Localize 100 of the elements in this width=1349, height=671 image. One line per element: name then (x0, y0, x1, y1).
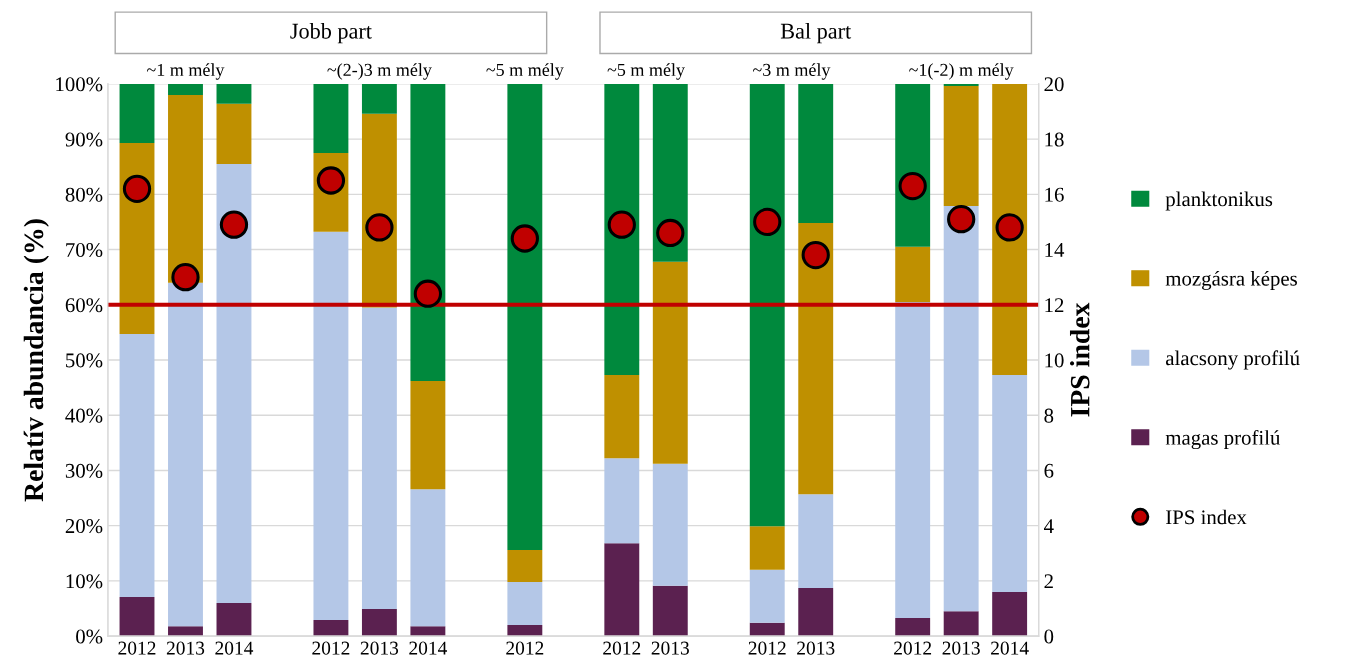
bar (313, 231, 349, 621)
text: ~3 m mély (753, 63, 831, 80)
x-tick-label: 2014 (215, 641, 254, 655)
bar (798, 494, 834, 589)
y-tick-label: 100% (56, 77, 103, 92)
y-tick-label: 10% (66, 574, 103, 589)
bar (943, 83, 979, 87)
bar (604, 543, 640, 637)
x-tick-label: 2014 (409, 641, 448, 655)
bar (119, 83, 155, 143)
bar (216, 83, 252, 104)
bar (507, 83, 543, 550)
bar (798, 223, 834, 495)
point (122, 174, 152, 203)
y2-tick-label: 16 (1045, 187, 1064, 202)
text: ~(2-)3 m mély (327, 63, 432, 80)
y-tick-label: 0% (76, 629, 103, 644)
y-tick-label: 50% (66, 353, 103, 368)
y2-tick-label: 20 (1044, 77, 1064, 92)
y2-axis-title: IPS index (1069, 302, 1090, 417)
bar (604, 83, 640, 375)
bar (410, 489, 446, 627)
bar (895, 302, 931, 618)
y-tick-label: 90% (65, 132, 103, 147)
text: Bal part (780, 22, 852, 44)
x-tick-label: 2012 (603, 641, 641, 655)
x-tick-label: 2014 (991, 641, 1029, 655)
point (219, 210, 249, 239)
x-tick-label: 2012 (894, 641, 932, 655)
bar (992, 83, 1028, 375)
bar (749, 569, 785, 623)
point (656, 218, 685, 248)
bar (652, 261, 688, 464)
y2-tick-label: 0 (1044, 629, 1054, 644)
bar (992, 591, 1028, 637)
bar (313, 83, 349, 153)
x-tick-label: 2013 (651, 641, 689, 655)
x-tick-label: 2013 (942, 641, 980, 655)
y-axis-title: Relatív abundancia (%) (23, 219, 49, 502)
x-tick-label: 2013 (166, 641, 205, 655)
bar (168, 626, 203, 637)
point (898, 171, 927, 201)
point (510, 224, 539, 253)
bar (798, 588, 834, 637)
point (171, 263, 200, 292)
bar (216, 163, 252, 603)
bar (943, 205, 979, 612)
legend-label: alacsony profilú (1166, 350, 1300, 370)
text: ~5 m mély (607, 63, 685, 80)
x-tick-label: 2012 (118, 641, 156, 655)
x-tick-label: 2012 (748, 641, 786, 655)
bar (119, 596, 155, 637)
y-tick-label: 20% (65, 519, 103, 534)
bar (507, 625, 543, 637)
bar (992, 374, 1028, 592)
point (801, 240, 830, 270)
point (413, 279, 443, 308)
point (753, 207, 782, 237)
bar (168, 83, 203, 95)
bar (168, 282, 203, 627)
bar (604, 374, 640, 459)
bar (798, 83, 834, 224)
bar (652, 463, 688, 586)
bar (749, 622, 785, 637)
bar (895, 617, 931, 637)
y2-tick-label: 18 (1045, 132, 1064, 147)
bar (216, 103, 252, 164)
x-tick-label: 2013 (797, 641, 835, 655)
bar (361, 83, 397, 114)
bar (410, 83, 446, 381)
text: ~1 m mély (147, 63, 225, 80)
bar (361, 307, 397, 610)
bar (943, 611, 979, 637)
y2-tick-label: 6 (1044, 463, 1054, 478)
bar (604, 458, 640, 544)
bar (749, 526, 785, 570)
point (365, 213, 394, 242)
y2-tick-label: 4 (1044, 519, 1054, 533)
bar (361, 609, 397, 637)
bar (507, 549, 543, 582)
x-tick-label: 2013 (360, 641, 399, 655)
bar (313, 620, 349, 637)
point (607, 210, 636, 239)
y2-tick-label: 14 (1045, 243, 1065, 257)
bar (119, 142, 155, 335)
legend-label: magas profilú (1165, 429, 1281, 450)
bar (119, 334, 155, 597)
text: Jobb part (290, 22, 372, 44)
x-tick-label: 2012 (506, 641, 544, 655)
legend-label: planktonikus (1165, 191, 1273, 211)
text: ~5 m mély (486, 63, 564, 80)
legend-label: IPS index (1166, 509, 1247, 525)
bar (895, 246, 931, 303)
point (947, 205, 976, 234)
bar (507, 581, 543, 626)
bar (652, 585, 688, 637)
point (995, 213, 1024, 242)
bar (410, 380, 446, 490)
text: ~1(-2) m mély (909, 63, 1014, 80)
y2-tick-label: 8 (1044, 408, 1054, 423)
